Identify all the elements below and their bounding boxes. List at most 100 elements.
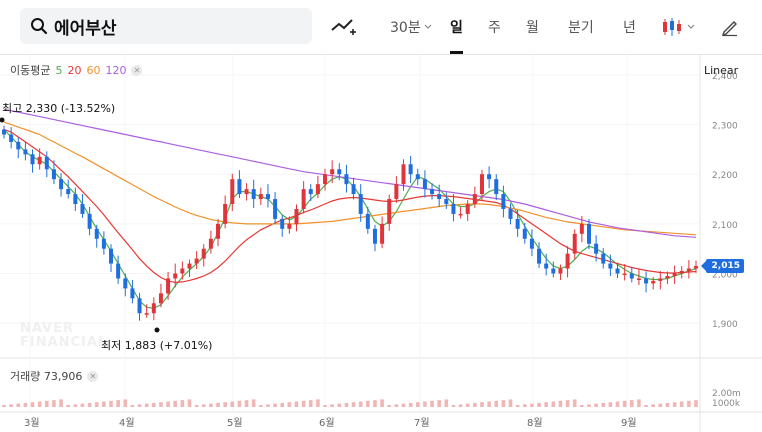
volume-bar bbox=[273, 403, 277, 407]
candle-body bbox=[444, 199, 449, 204]
stock-name: 에어부산 bbox=[54, 18, 117, 39]
candle-body bbox=[651, 280, 656, 284]
x-tick-label: 8월 bbox=[527, 417, 543, 429]
y-tick-label: 2,200 bbox=[712, 171, 738, 181]
volume-layer bbox=[2, 399, 698, 407]
candle-body bbox=[465, 204, 470, 214]
volume-bar bbox=[94, 402, 99, 407]
candle-body bbox=[415, 174, 420, 180]
volume-bar bbox=[2, 405, 6, 407]
y-tick-label: 1,900 bbox=[712, 320, 738, 330]
watermark-financial: FINANCIAL bbox=[20, 335, 107, 350]
high-marker bbox=[0, 117, 5, 123]
volume-bar bbox=[551, 401, 556, 407]
candle-body bbox=[686, 268, 691, 272]
volume-bar bbox=[316, 399, 320, 407]
candle-body bbox=[265, 194, 270, 200]
ma-legend-close-icon[interactable]: ✕ bbox=[131, 64, 143, 76]
volume-legend-close-icon[interactable]: ✕ bbox=[87, 370, 99, 382]
candle-body bbox=[208, 238, 213, 249]
volume-bar bbox=[23, 402, 28, 407]
stock-search-box[interactable]: 에어부산 bbox=[20, 8, 312, 44]
volume-bar bbox=[159, 402, 163, 407]
volume-bar bbox=[301, 400, 306, 407]
scale-toggle-button[interactable]: Linear bbox=[704, 64, 739, 77]
edit-button[interactable] bbox=[720, 0, 740, 54]
candle-body bbox=[437, 194, 442, 200]
volume-bar bbox=[451, 405, 456, 407]
candle-body bbox=[144, 313, 149, 315]
volume-bar bbox=[672, 402, 677, 407]
period-quarter[interactable]: 분기 bbox=[568, 0, 594, 54]
candle-body bbox=[166, 278, 171, 294]
volume-bar bbox=[366, 400, 370, 407]
volume-bar bbox=[87, 402, 92, 407]
candle-body bbox=[508, 208, 513, 219]
candle-body bbox=[323, 174, 328, 185]
candle-body bbox=[565, 253, 570, 269]
volume-bar bbox=[344, 402, 349, 407]
volume-bar bbox=[537, 402, 541, 407]
candlestick-chart[interactable]: 1,900 2,000 2,100 2,200 2,300 2,400 3월 4월 5월 6월 7월… bbox=[0, 55, 762, 432]
chart-toolbar: 에어부산 30분 일 주 월 분기 년 bbox=[0, 0, 762, 54]
candle-body bbox=[422, 179, 427, 190]
period-week[interactable]: 주 bbox=[488, 0, 501, 54]
period-day[interactable]: 일 bbox=[450, 0, 463, 54]
candle-body bbox=[308, 189, 313, 195]
candlestick-icon bbox=[663, 18, 681, 36]
volume-bar bbox=[152, 402, 156, 407]
volume-bar bbox=[423, 401, 427, 407]
watermark-naver: NAVER bbox=[20, 321, 74, 336]
candle-body bbox=[87, 213, 92, 229]
candle-body bbox=[487, 174, 492, 180]
volume-bar bbox=[16, 403, 21, 407]
volume-bar bbox=[187, 399, 192, 407]
volume-bar bbox=[173, 400, 178, 407]
candle-body bbox=[586, 223, 591, 244]
volume-bar bbox=[130, 405, 135, 407]
y-tick-label: 2,000 bbox=[712, 271, 738, 281]
candle-body bbox=[2, 129, 6, 135]
volume-bar bbox=[294, 401, 299, 407]
ma20-legend: 20 bbox=[67, 63, 82, 77]
candle-body bbox=[537, 248, 542, 264]
period-year[interactable]: 년 bbox=[623, 0, 636, 54]
candle-body bbox=[116, 263, 121, 279]
volume-bar bbox=[587, 404, 591, 407]
candle-body bbox=[608, 263, 613, 269]
volume-bar bbox=[330, 404, 334, 407]
high-label: 최고 2,330 (-13.52%) bbox=[2, 102, 115, 115]
y-tick-label: 2,400 bbox=[712, 72, 738, 82]
volume-bar bbox=[558, 400, 563, 407]
volume-bar bbox=[45, 400, 49, 407]
candle-body bbox=[23, 149, 28, 155]
volume-bar bbox=[59, 399, 63, 407]
volume-bar bbox=[144, 403, 149, 407]
volume-bar bbox=[166, 401, 170, 407]
ma5-legend: 5 bbox=[55, 63, 63, 77]
candle-body bbox=[458, 213, 463, 216]
trend-line-icon bbox=[331, 19, 356, 35]
candle-body bbox=[544, 263, 549, 269]
candle-body bbox=[337, 169, 342, 175]
volume-bar bbox=[544, 402, 548, 407]
candle-body bbox=[294, 208, 299, 224]
candle-body bbox=[201, 248, 206, 259]
y-tick-label: 2,300 bbox=[712, 122, 738, 132]
volume-bar bbox=[337, 403, 342, 407]
period-month-label: 월 bbox=[526, 20, 539, 36]
candle-body bbox=[273, 199, 278, 219]
period-month[interactable]: 월 bbox=[526, 0, 539, 54]
chevron-down-icon bbox=[687, 24, 695, 29]
volume-bar bbox=[487, 401, 491, 407]
period-30min[interactable]: 30분 bbox=[390, 0, 433, 54]
volume-bar bbox=[401, 403, 406, 407]
candle-body bbox=[123, 278, 128, 289]
candle-body bbox=[615, 268, 620, 274]
volume-bar bbox=[109, 400, 113, 407]
candle-body bbox=[194, 258, 199, 264]
low-marker bbox=[154, 327, 160, 333]
chart-type-button[interactable] bbox=[660, 0, 696, 54]
x-tick-label: 6월 bbox=[319, 417, 335, 429]
drawing-tool-button[interactable] bbox=[330, 0, 358, 54]
